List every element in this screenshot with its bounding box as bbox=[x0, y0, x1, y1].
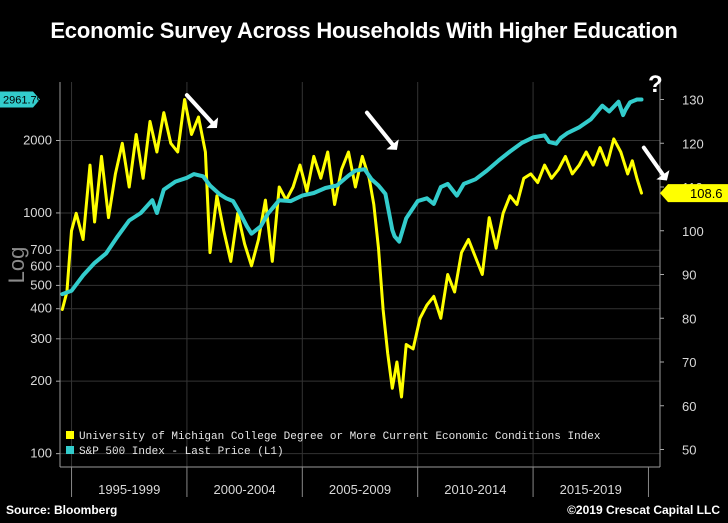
x-axis: 1995-1999 2000-2004 2005-2009 2010-2014 2015… bbox=[71, 467, 649, 497]
right-tick-label: 50 bbox=[682, 443, 696, 458]
series-group bbox=[60, 97, 644, 399]
legend: University of Michigan College Degree or… bbox=[66, 431, 601, 458]
down-arrow-icon bbox=[364, 110, 399, 150]
right-tick-label: 120 bbox=[682, 136, 704, 151]
sp500-line bbox=[60, 97, 644, 297]
left-tick-label: 600 bbox=[30, 258, 52, 273]
arrow-shaft bbox=[364, 110, 395, 147]
arrow-head bbox=[656, 170, 670, 181]
right-tick-label: 80 bbox=[682, 311, 696, 326]
legend-label: University of Michigan College Degree or… bbox=[79, 431, 601, 443]
right-tick-label: 60 bbox=[682, 399, 696, 414]
left-tick-label: 200 bbox=[30, 373, 52, 388]
left-tick-label: 400 bbox=[30, 301, 52, 316]
plot-area bbox=[60, 82, 660, 467]
left-tick-label: 2000 bbox=[23, 132, 52, 147]
sp500-last-value-box bbox=[0, 91, 40, 108]
annotations: ? bbox=[184, 71, 670, 181]
right-tick-label: 130 bbox=[682, 93, 704, 108]
down-arrow-icon bbox=[641, 145, 670, 181]
legend-swatch bbox=[66, 446, 74, 454]
x-tick-label: 1995-1999 bbox=[98, 482, 160, 497]
right-axis: 5060708090100110120130 bbox=[660, 93, 704, 458]
x-tick-label: 2015-2019 bbox=[560, 482, 622, 497]
arrow-head bbox=[206, 117, 219, 129]
last-value-labels: 2961.79 108.6 bbox=[0, 91, 728, 203]
left-tick-label: 100 bbox=[30, 446, 52, 461]
question-mark-annotation: ? bbox=[648, 71, 663, 98]
left-tick-label: 300 bbox=[30, 331, 52, 346]
chart-title: Economic Survey Across Households With H… bbox=[50, 18, 678, 43]
x-tick-label: 2000-2004 bbox=[214, 482, 276, 497]
left-tick-label: 500 bbox=[30, 277, 52, 292]
left-axis-label: Log bbox=[4, 247, 29, 284]
arrow-head bbox=[386, 139, 399, 150]
left-tick-label: 700 bbox=[30, 242, 52, 257]
sp500-last-value: 2961.79 bbox=[3, 94, 43, 106]
arrow-shaft bbox=[184, 93, 215, 125]
arrow-shaft bbox=[641, 145, 665, 177]
x-tick-label: 2010-2014 bbox=[444, 482, 506, 497]
legend-swatch bbox=[66, 431, 74, 439]
source-note: Source: Bloomberg bbox=[6, 503, 118, 517]
right-tick-label: 100 bbox=[682, 224, 704, 239]
left-tick-label: 1000 bbox=[23, 205, 52, 220]
right-tick-label: 70 bbox=[682, 355, 696, 370]
michigan-last-value: 108.6 bbox=[690, 186, 723, 201]
x-tick-label: 2005-2009 bbox=[329, 482, 391, 497]
right-tick-label: 90 bbox=[682, 268, 696, 283]
legend-label: S&P 500 Index - Last Price (L1) bbox=[79, 446, 284, 458]
down-arrow-icon bbox=[184, 93, 219, 129]
michigan-last-value-box bbox=[660, 184, 728, 203]
copyright-note: ©2019 Crescat Capital LLC bbox=[567, 503, 720, 517]
